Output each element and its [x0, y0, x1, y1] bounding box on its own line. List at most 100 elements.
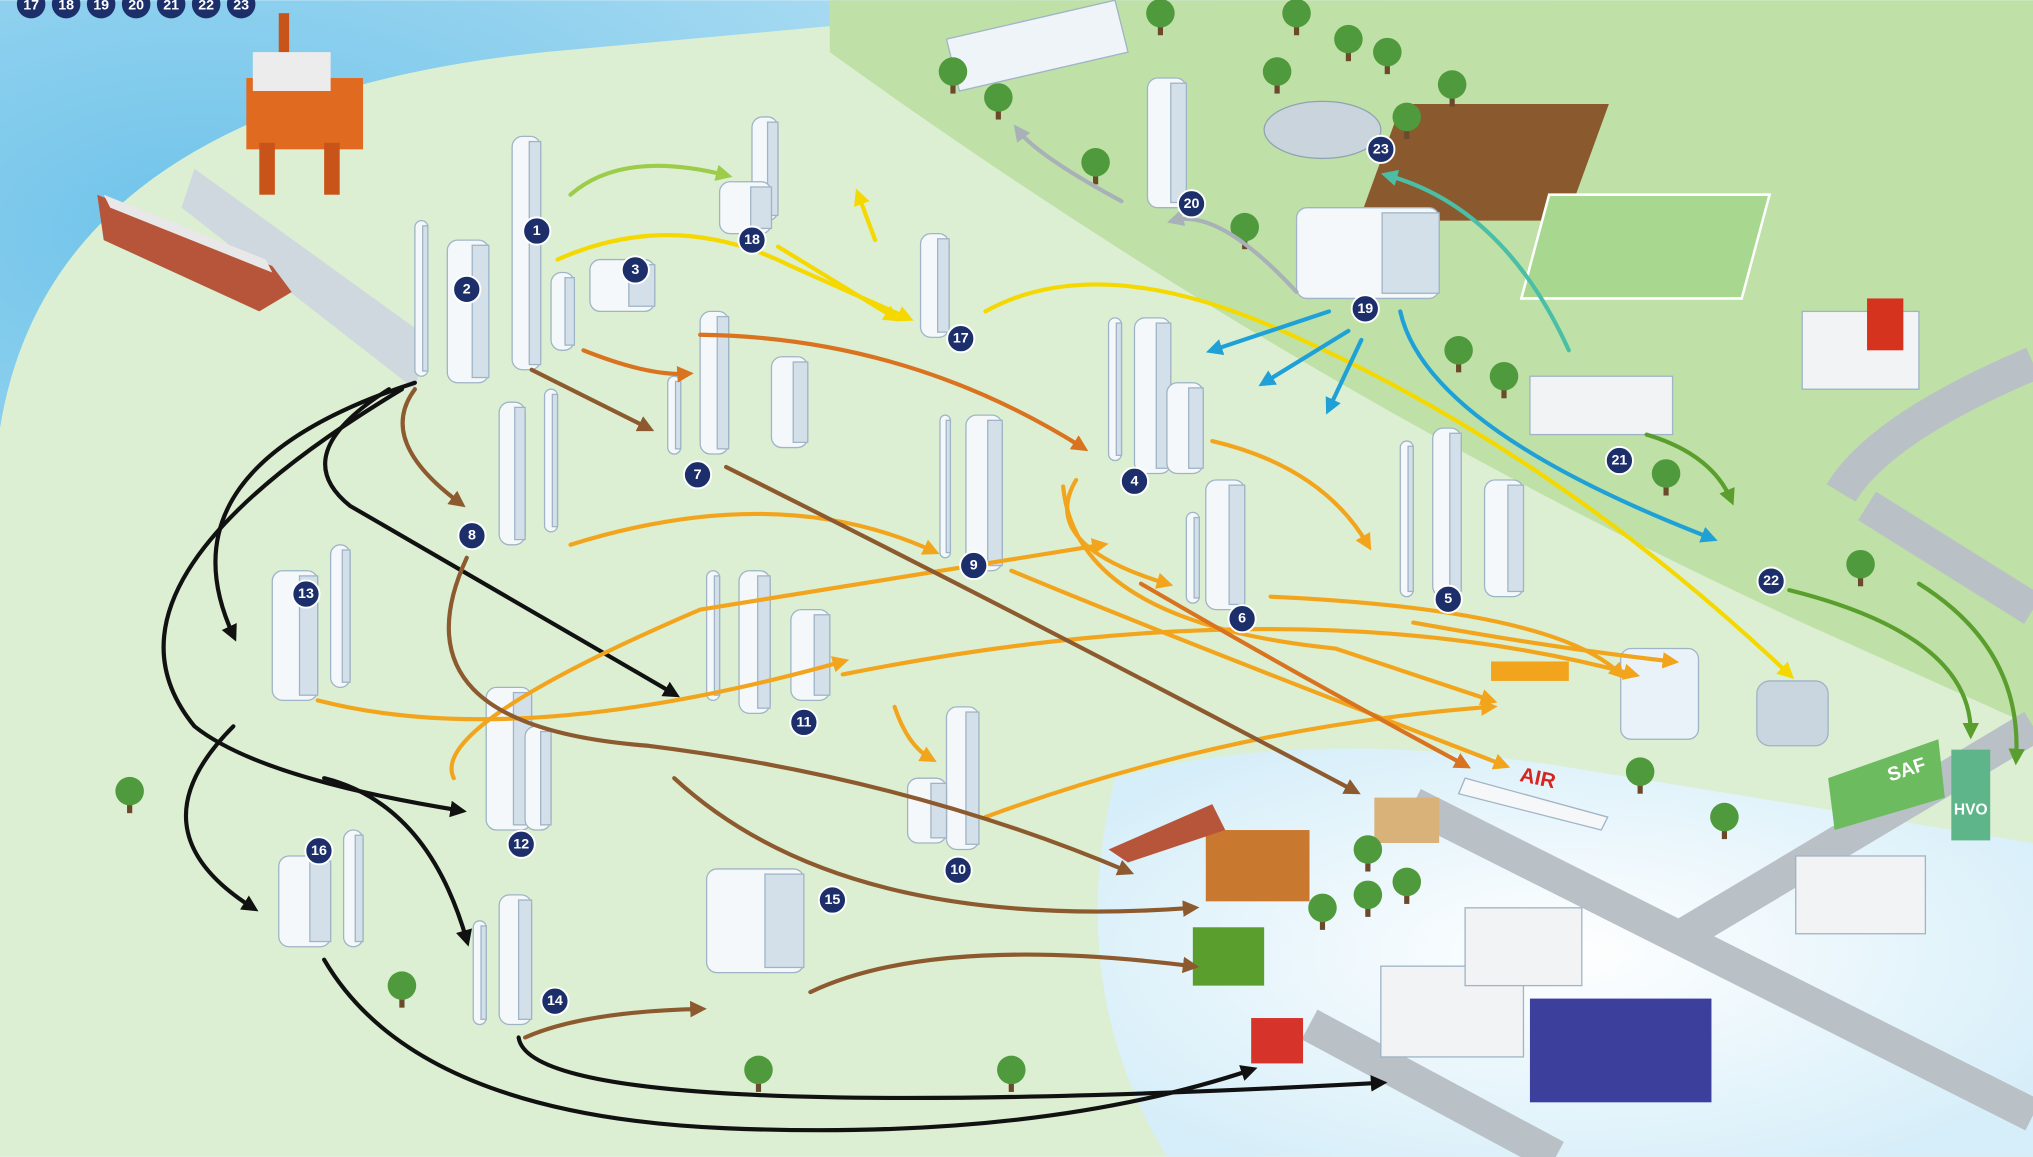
tree-top — [1354, 881, 1383, 910]
fuel-pump — [1951, 750, 1990, 841]
node-label: 14 — [547, 993, 563, 1009]
tree-top — [1626, 757, 1655, 786]
node-label: 8 — [468, 528, 476, 544]
column-shade — [1189, 388, 1204, 468]
restaurant-sign — [1867, 298, 1903, 350]
tree-top — [1652, 459, 1681, 488]
strip-label: 22 — [198, 0, 214, 13]
tree-top — [1373, 38, 1402, 67]
tree-top — [1081, 148, 1110, 177]
factory — [1206, 830, 1310, 901]
node-label: 16 — [311, 843, 327, 859]
node-label: 17 — [953, 331, 969, 347]
column-shade — [988, 420, 1003, 565]
office-building — [1796, 856, 1926, 934]
column-shade — [1508, 485, 1524, 591]
column-shade — [529, 142, 540, 365]
node-label: 23 — [1373, 141, 1389, 157]
column-shade — [946, 420, 950, 552]
node-label: 7 — [694, 467, 702, 483]
column-shade — [714, 576, 719, 695]
strip-label: 18 — [58, 0, 74, 13]
node-label: 11 — [796, 714, 811, 730]
column-shade — [814, 615, 830, 695]
node-label: 5 — [1444, 591, 1452, 607]
tree-top — [1490, 362, 1519, 391]
tree-top — [1393, 868, 1422, 897]
tree-top — [1282, 0, 1311, 27]
column-shade — [1450, 433, 1461, 591]
strip-label: 21 — [163, 0, 179, 13]
column-shade — [751, 187, 772, 228]
tree-top — [1438, 70, 1467, 99]
tree-top — [1263, 57, 1292, 86]
tree-top — [1334, 25, 1363, 54]
column-shade — [676, 381, 681, 448]
column-shade — [519, 900, 532, 1019]
gas-cylinders — [1757, 681, 1828, 746]
column-shade — [423, 226, 428, 371]
tree-top — [388, 971, 417, 1000]
column-shade — [758, 576, 770, 708]
node-label: 15 — [824, 892, 840, 908]
refinery-diagram: AIR SAF HVO 1234567891011121314151617181… — [0, 0, 2033, 1157]
strip-label: 19 — [93, 0, 109, 13]
tree-top — [997, 1056, 1026, 1085]
node-label: 1 — [533, 223, 541, 239]
tree-top — [1146, 0, 1175, 27]
column-shade — [966, 712, 979, 844]
alfa-laval-office — [1530, 999, 1712, 1103]
office-building — [1465, 908, 1582, 986]
cow-pasture — [1521, 195, 1769, 299]
column-shade — [472, 245, 489, 377]
column-shade — [765, 874, 804, 967]
fuel-station — [1491, 661, 1569, 680]
column-shade — [565, 278, 574, 345]
node-label: 22 — [1763, 573, 1779, 589]
truck — [1374, 798, 1439, 843]
node-label: 6 — [1238, 611, 1246, 627]
node-label: 9 — [970, 558, 978, 574]
column-shade — [1408, 446, 1413, 591]
column-shade — [931, 783, 947, 837]
tree-top — [1444, 336, 1473, 365]
column-shade — [342, 550, 350, 682]
column-shade — [355, 835, 363, 941]
node-label: 10 — [950, 862, 966, 878]
node-label: 12 — [513, 836, 529, 852]
pump-label: HVO — [1954, 801, 1988, 818]
column-shade — [793, 362, 808, 442]
water-treatment — [1264, 101, 1381, 158]
column-shade — [541, 731, 551, 824]
tree-top — [744, 1056, 773, 1085]
chemicals — [1621, 649, 1699, 740]
tree-top — [1354, 835, 1383, 864]
node-label: 21 — [1611, 453, 1627, 469]
factory-21 — [1530, 376, 1673, 434]
column-shade — [552, 394, 557, 526]
column-shade — [310, 861, 331, 941]
tree-top — [1846, 550, 1875, 579]
tree-top — [115, 777, 144, 806]
strip-label: 17 — [23, 0, 39, 13]
column-shade — [515, 407, 525, 539]
strip-label: 23 — [233, 0, 249, 13]
node-label: 2 — [463, 281, 471, 297]
tree-top — [1710, 803, 1739, 832]
column-shade — [1194, 518, 1199, 598]
node-label: 3 — [631, 262, 639, 278]
house — [1251, 1018, 1303, 1063]
tree-top — [939, 57, 968, 86]
node-label: 4 — [1131, 473, 1139, 489]
node-label: 18 — [744, 232, 760, 248]
column-shade — [481, 926, 486, 1019]
consumer-products — [1193, 927, 1264, 985]
column-shade — [938, 239, 949, 332]
column-shade — [1116, 323, 1121, 455]
column-shade — [1382, 213, 1439, 293]
strip-label: 20 — [128, 0, 144, 13]
column-shade — [1229, 485, 1245, 604]
column-shade — [1171, 83, 1187, 202]
tree-top — [1308, 894, 1337, 923]
node-label: 20 — [1184, 196, 1200, 212]
